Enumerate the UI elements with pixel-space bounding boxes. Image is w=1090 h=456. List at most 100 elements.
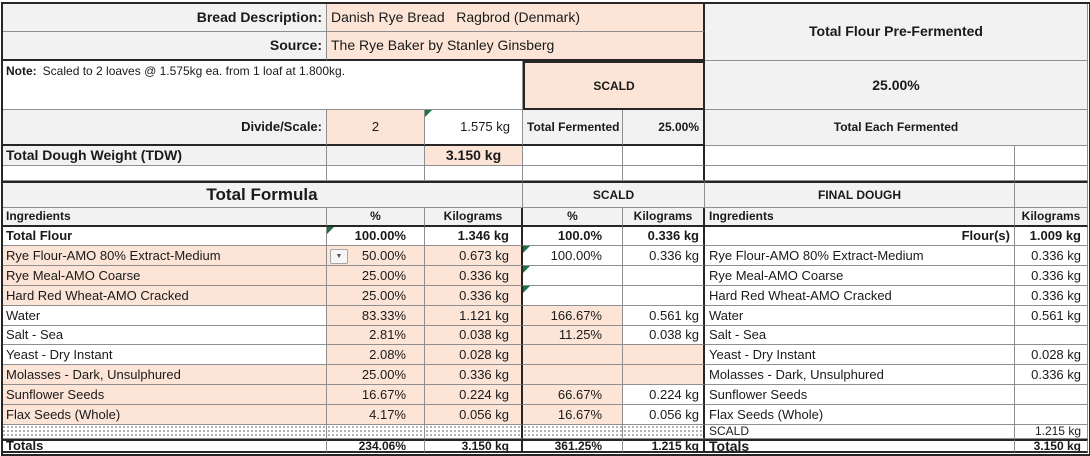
ingredient-name-cell[interactable]: Hard Red Wheat-AMO Cracked [2, 286, 327, 306]
final-kg-cell[interactable]: 0.561 kg [1015, 306, 1088, 326]
scald-subtotal-label[interactable]: SCALD [705, 425, 1015, 439]
scald-pct-cell[interactable] [523, 286, 623, 306]
totals-kg: 3.150 kg [425, 439, 523, 453]
total-each-fermented-label: Total Each Fermented [705, 110, 1088, 146]
note-text: Scaled to 2 loaves @ 1.575kg ea. from 1 … [42, 64, 346, 78]
final-kg-cell[interactable]: 0.336 kg [1015, 365, 1088, 385]
total-flour-pre-fermented-value[interactable]: 25.00% [705, 61, 1088, 110]
final-name-cell[interactable]: Sunflower Seeds [705, 385, 1015, 405]
scald-pct-cell[interactable]: 100.0% [523, 227, 623, 246]
scald-kg-cell[interactable]: 0.056 kg [623, 405, 705, 425]
col-header-scald-kilograms: Kilograms [623, 208, 705, 227]
scald-kg-cell[interactable]: 0.561 kg [623, 306, 705, 326]
pct-cell[interactable]: 2.08% [327, 345, 425, 365]
scald-kg-cell[interactable]: 0.336 kg [623, 246, 705, 266]
final-name-cell[interactable]: Hard Red Wheat-AMO Cracked [705, 286, 1015, 306]
hatched-cell [623, 425, 705, 439]
bread-description-value[interactable]: Danish Rye Bread Ragbrod (Denmark) [327, 3, 705, 32]
col-header-final-kilograms: Kilograms [1015, 208, 1088, 227]
final-kg-cell[interactable] [1015, 385, 1088, 405]
final-kg-cell[interactable]: 0.336 kg [1015, 246, 1088, 266]
chevron-down-icon: ▼ [335, 253, 343, 260]
final-kg-cell[interactable]: 0.336 kg [1015, 286, 1088, 306]
final-name-cell[interactable]: Molasses - Dark, Unsulphured [705, 365, 1015, 385]
scald-kg-cell[interactable] [623, 345, 705, 365]
empty-cell[interactable] [705, 146, 1015, 166]
spacer-cell [425, 166, 523, 181]
ingredient-name-cell[interactable]: Rye Flour-AMO 80% Extract-Medium [2, 246, 327, 266]
totals-label: Totals [2, 439, 327, 453]
pct-cell[interactable]: 50.00% [327, 246, 425, 266]
pct-cell[interactable]: 25.00% [327, 286, 425, 306]
scald-pct-cell[interactable] [523, 266, 623, 286]
scald-kg-cell[interactable] [623, 365, 705, 385]
final-name-cell[interactable]: Flax Seeds (Whole) [705, 405, 1015, 425]
final-kg-cell[interactable]: 1.009 kg [1015, 227, 1088, 246]
kg-cell[interactable]: 0.056 kg [425, 405, 523, 425]
scale-weight-cell[interactable]: 1.575 kg [425, 110, 523, 146]
tdw-empty-cell[interactable] [327, 146, 425, 166]
kg-cell[interactable]: 0.336 kg [425, 365, 523, 385]
scald-kg-cell[interactable] [623, 266, 705, 286]
ingredient-name-cell[interactable]: Total Flour [2, 227, 327, 246]
final-name-cell[interactable]: Rye Meal-AMO Coarse [705, 266, 1015, 286]
scald-pct-cell[interactable] [523, 345, 623, 365]
final-name-cell[interactable]: Water [705, 306, 1015, 326]
note-cell[interactable]: Note: Scaled to 2 loaves @ 1.575kg ea. f… [2, 61, 523, 110]
hatched-cell [425, 425, 523, 439]
kg-cell[interactable]: 0.038 kg [425, 326, 523, 345]
hatched-cell [327, 425, 425, 439]
kg-cell[interactable]: 0.673 kg [425, 246, 523, 266]
pct-cell[interactable]: 16.67% [327, 385, 425, 405]
kg-cell[interactable]: 0.336 kg [425, 266, 523, 286]
final-name-cell[interactable]: Flour(s) [705, 227, 1015, 246]
final-name-cell[interactable]: Salt - Sea [705, 326, 1015, 345]
pct-cell[interactable]: 25.00% [327, 266, 425, 286]
final-kg-cell[interactable] [1015, 405, 1088, 425]
scald-pct-cell[interactable]: 166.67% [523, 306, 623, 326]
empty-cell[interactable] [1015, 146, 1088, 166]
tdw-value-cell[interactable]: 3.150 kg [425, 146, 523, 166]
divide-value-cell[interactable]: 2 [327, 110, 425, 146]
pct-cell[interactable]: 25.00% [327, 365, 425, 385]
kg-cell[interactable]: 1.346 kg [425, 227, 523, 246]
final-name-cell[interactable]: Yeast - Dry Instant [705, 345, 1015, 365]
scald-subtotal-kg[interactable]: 1.215 kg [1015, 425, 1088, 439]
pct-cell[interactable]: 2.81% [327, 326, 425, 345]
pct-cell[interactable]: 100.00% [327, 227, 425, 246]
final-name-cell[interactable]: Rye Flour-AMO 80% Extract-Medium [705, 246, 1015, 266]
final-kg-cell[interactable] [1015, 326, 1088, 345]
pct-cell[interactable]: 4.17% [327, 405, 425, 425]
scald-kg-cell[interactable]: 0.224 kg [623, 385, 705, 405]
scald-kg-cell[interactable]: 0.336 kg [623, 227, 705, 246]
scald-kg-cell[interactable] [623, 286, 705, 306]
dropdown-button[interactable]: ▼ [330, 249, 348, 264]
ingredient-name-cell[interactable]: Water [2, 306, 327, 326]
source-value[interactable]: The Rye Baker by Stanley Ginsberg [327, 32, 705, 61]
final-kg-cell[interactable]: 0.028 kg [1015, 345, 1088, 365]
kg-cell[interactable]: 0.336 kg [425, 286, 523, 306]
total-fermented-value[interactable]: 25.00% [623, 110, 705, 146]
scald-pct-cell[interactable]: 100.00% [523, 246, 623, 266]
pct-cell[interactable]: 83.33% [327, 306, 425, 326]
kg-cell[interactable]: 0.224 kg [425, 385, 523, 405]
scald-pct-cell[interactable] [523, 365, 623, 385]
ingredient-name-cell[interactable]: Salt - Sea [2, 326, 327, 345]
ingredient-name-cell[interactable]: Sunflower Seeds [2, 385, 327, 405]
spacer-cell [623, 166, 705, 181]
scald-pct-cell[interactable]: 11.25% [523, 326, 623, 345]
final-kg-cell[interactable]: 0.336 kg [1015, 266, 1088, 286]
ingredient-name-cell[interactable]: Rye Meal-AMO Coarse [2, 266, 327, 286]
ingredient-name-cell[interactable]: Molasses - Dark, Unsulphured [2, 365, 327, 385]
kg-cell[interactable]: 1.121 kg [425, 306, 523, 326]
divide-scale-label: Divide/Scale: [2, 110, 327, 146]
scald-kg-cell[interactable]: 0.038 kg [623, 326, 705, 345]
empty-cell[interactable] [523, 146, 623, 166]
scald-pct-cell[interactable]: 16.67% [523, 405, 623, 425]
empty-cell[interactable] [623, 146, 705, 166]
ingredient-name-cell[interactable]: Flax Seeds (Whole) [2, 405, 327, 425]
col-header-percent: % [327, 208, 425, 227]
ingredient-name-cell[interactable]: Yeast - Dry Instant [2, 345, 327, 365]
kg-cell[interactable]: 0.028 kg [425, 345, 523, 365]
scald-pct-cell[interactable]: 66.67% [523, 385, 623, 405]
